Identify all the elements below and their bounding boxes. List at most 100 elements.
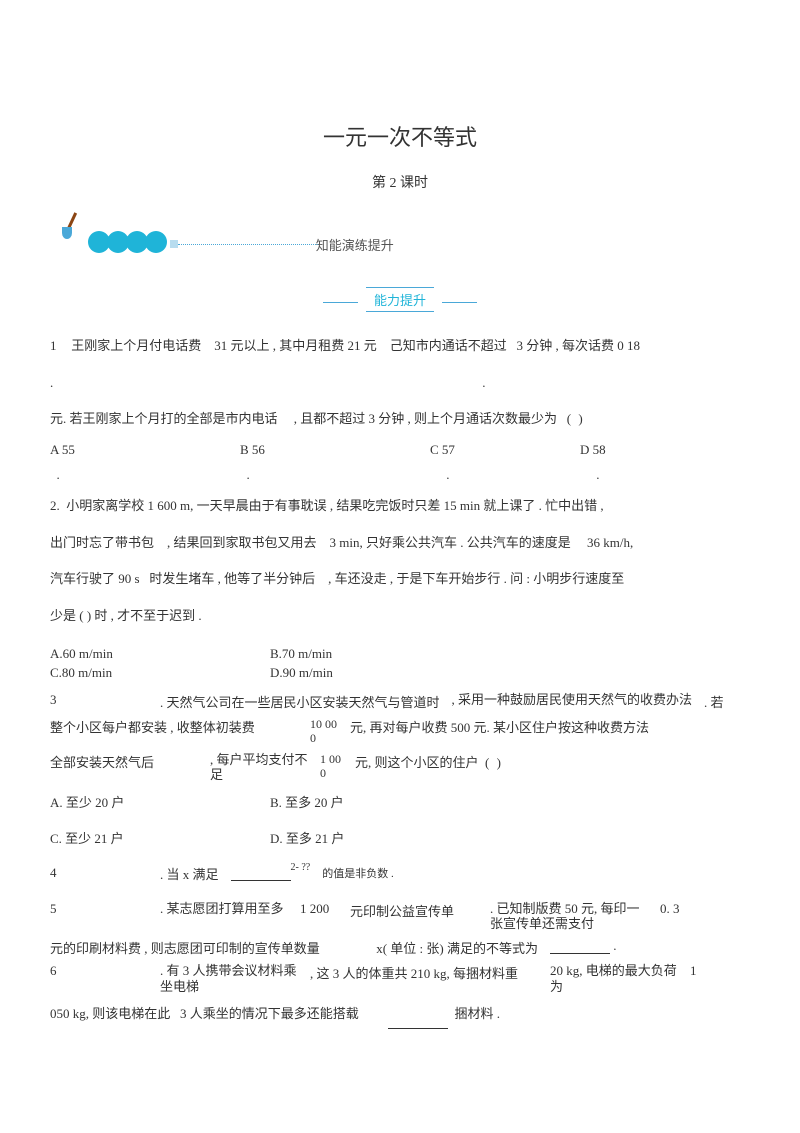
q1-text: 王刚家上个月付电话费 (71, 338, 201, 353)
question-2: 2. 小明家离学校 1 600 m, 一天早晨由于有事耽误 , 结果吃完饭时只差… (50, 492, 750, 521)
q3-opts-row1: A. 至少 20 户 B. 至多 20 户 (50, 789, 750, 818)
q1-num: 1 (50, 332, 68, 361)
q5-text: 元的印刷材料费 , 则志愿团可印制的宣传单数量 (50, 941, 320, 956)
q3-opts-row2: C. 至少 21 户 D. 至多 21 户 (50, 825, 750, 854)
question-5-line2: 元的印刷材料费 , 则志愿团可印制的宣传单数量 x( 单位 : 张) 满足的不等… (50, 938, 750, 957)
q3-text: 元, 则这个小区的住户 (355, 755, 479, 770)
question-6-line2: 050 kg, 则该电梯在此 3 人乘坐的情况下最多还能搭载 捆材料 . (50, 1000, 750, 1029)
q6-text: 3 人乘坐的情况下最多还能搭载 (180, 1006, 359, 1021)
q3-text: 元, 再对每户收费 500 元. 某小区住户按这种收费方法 (350, 720, 649, 735)
section-label: 能力提升 (366, 287, 434, 312)
dot: . (160, 963, 163, 978)
q3-text: , 采用一种鼓励居民使用天然气的收费办法 (452, 692, 693, 707)
q2-optB: B.70 m/min (270, 646, 332, 661)
dot: . (160, 901, 163, 916)
q4-text: 的值是非负数 . (322, 868, 394, 880)
q3-optB: B. 至多 20 户 (270, 795, 344, 810)
q5-text: . (613, 938, 616, 953)
q1-optC: C 57 (430, 442, 455, 457)
q2-text: , 结果回到家取书包又用去 (167, 535, 317, 550)
question-3-line1: 3 . 天然气公司在一些居民小区安装天然气与管道时 , 采用一种鼓励居民使用天然… (50, 692, 750, 711)
q5-num: 5 (50, 901, 57, 916)
subtitle: 第 2 课时 (50, 172, 750, 192)
q6-num: 6 (50, 963, 57, 978)
brush-icon (50, 217, 80, 247)
q1-options: A 55 B 56 C 57 D 58 (50, 442, 750, 458)
q1-dot2: . (482, 375, 485, 390)
q2-num: 2. (50, 498, 60, 513)
q3-num1000: 1 00 0 (320, 752, 341, 780)
q6-text: 20 kg, 电梯的最大负荷为 (550, 963, 677, 994)
q1-optD: D 58 (580, 442, 606, 457)
dot: . (160, 867, 163, 882)
q2-optC: C.80 m/min (50, 665, 112, 680)
q1-option-dots: . . . . (50, 466, 750, 484)
q2-line3: 汽车行驶了 90 s 时发生堵车 , 他等了半分钟后 , 车还没走 , 于是下车… (50, 565, 750, 594)
question-5-line1: 5 . 某志愿团打算用至多 1 200 元印制公益宣传单 . 已知制版费 50 … (50, 901, 750, 932)
question-3-line3: 全部安装天然气后 , 每户平均支付不足 1 00 0 元, 则这个小区的住户 (… (50, 752, 750, 783)
dot: . (160, 695, 163, 710)
q5-text: 0. 3 (660, 901, 680, 916)
q2-text: , 车还没走 , 于是下车开始步行 . 问 : 小明步行速度至 (328, 571, 624, 586)
blank (231, 867, 291, 881)
q4-num: 4 (50, 865, 57, 880)
question-1: 1 王刚家上个月付电话费 31 元以上 , 其中月租费 21 元 己知市内通话不… (50, 332, 750, 361)
q3-text: , 每户平均支付不足 (210, 752, 308, 783)
q5-num1200: 1 200 (300, 901, 329, 916)
q3-num10000: 10 00 0 (310, 717, 337, 745)
banner-text: 知能演练提升 (316, 235, 394, 254)
q3-optC: C. 至少 21 户 (50, 831, 124, 846)
q5-text: . 已知制版费 50 元, 每印一张宣传单还需支付 (490, 901, 640, 932)
q1-text: , 且都不超过 3 分钟 , 则上个月通话次数最少为 (294, 411, 557, 426)
q4-text: 当 x 满足 (167, 867, 219, 882)
q2-line2: 出门时忘了带书包 , 结果回到家取书包又用去 3 min, 只好乘公共汽车 . … (50, 529, 750, 558)
q6-text: 1 (690, 963, 697, 978)
dot: . (57, 467, 60, 482)
q2-text: 3 min, 只好乘公共汽车 . 公共汽车的速度是 (330, 535, 571, 550)
q6-text: 有 3 人携带会议材料乘坐电梯 (160, 963, 297, 994)
q5-text: 元印制公益宣传单 (350, 904, 454, 919)
question-6-line1: 6 . 有 3 人携带会议材料乘坐电梯 , 这 3 人的体重共 210 kg, … (50, 963, 750, 994)
q6-text: 050 kg, 则该电梯在此 (50, 1006, 170, 1021)
q5-text: x( 单位 : 张) 满足的不等式为 (376, 941, 538, 956)
q1-line3: 元. 若王刚家上个月打的全部是市内电话 , 且都不超过 3 分钟 , 则上个月通… (50, 405, 750, 434)
banner: 知能演练提升 (50, 217, 750, 257)
q1-optB: B 56 (240, 442, 265, 457)
q2-text: 出门时忘了带书包 (50, 535, 154, 550)
q2-text: 小明家离学校 1 600 m, 一天早晨由于有事耽误 , 结果吃完饭时只差 15… (66, 498, 603, 513)
q3-paren: ( ) (485, 755, 503, 770)
q3-num: 3 (50, 692, 57, 707)
section-divider: 能力提升 (50, 287, 750, 312)
q3-text: 整个小区每户都安装 , 收整体初装费 (50, 720, 255, 735)
q4-expr: 2- ?? (291, 862, 311, 873)
q3-text: . 若 (704, 695, 724, 710)
q1-line2: . . (50, 369, 750, 398)
dot: . (247, 467, 250, 482)
q1-text: 31 元以上 , 其中月租费 21 元 (214, 338, 377, 353)
blank (550, 940, 610, 954)
q3-text: 天然气公司在一些居民小区安装天然气与管道时 (167, 695, 440, 710)
q1-dot: . (50, 375, 53, 390)
q5-text: 某志愿团打算用至多 (167, 901, 284, 916)
q1-text: 元. 若王刚家上个月打的全部是市内电话 (50, 411, 278, 426)
q1-text: 己知市内通话不超过 (390, 338, 507, 353)
q6-text: , 这 3 人的体重共 210 kg, 每捆材料重 (310, 966, 518, 981)
q6-text: 捆材料 . (455, 1006, 501, 1021)
q3-optA: A. 至少 20 户 (50, 795, 124, 810)
q2-options-row1: A.60 m/min B.70 m/min (50, 645, 750, 663)
q2-text: 少是 ( ) 时 , 才不至于迟到 . (50, 608, 202, 623)
q2-text: 36 km/h, (587, 535, 633, 550)
q1-text: 3 分钟 , 每次话费 0 18 (517, 338, 641, 353)
dot: . (596, 467, 599, 482)
dots-icon (88, 231, 164, 257)
q1-optA: A 55 (50, 442, 75, 457)
q2-text: 汽车行驶了 90 s (50, 571, 140, 586)
q2-optA: A.60 m/min (50, 646, 113, 661)
dot: . (446, 467, 449, 482)
q3-optD: D. 至多 21 户 (270, 831, 344, 846)
q2-options-row2: C.80 m/min D.90 m/min (50, 664, 750, 682)
q2-optD: D.90 m/min (270, 665, 333, 680)
question-4: 4 . 当 x 满足 2- ?? 的值是非负数 . (50, 864, 750, 883)
question-3-line2: 整个小区每户都安装 , 收整体初装费 10 00 0 元, 再对每户收费 500… (50, 717, 750, 746)
q2-line4: 少是 ( ) 时 , 才不至于迟到 . (50, 602, 750, 631)
